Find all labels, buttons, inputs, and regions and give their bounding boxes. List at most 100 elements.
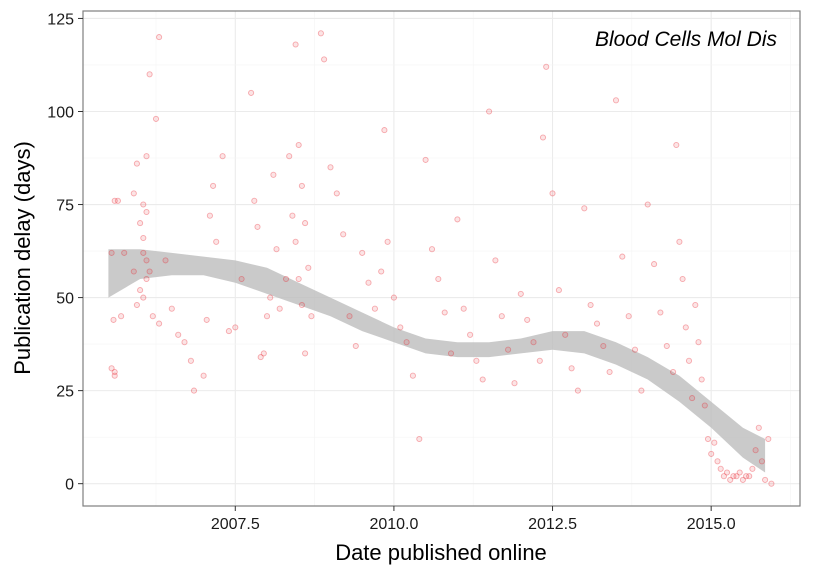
- data-point: [292, 238, 299, 245]
- panel-border: [82, 10, 801, 507]
- data-point: [768, 480, 775, 487]
- data-point: [140, 294, 147, 301]
- data-point: [346, 313, 353, 320]
- data-point: [409, 372, 416, 379]
- data-point: [156, 34, 163, 41]
- data-point: [359, 249, 366, 256]
- y-axis-ticks: 0 25 50 75 100 125: [47, 11, 83, 494]
- data-point: [758, 458, 765, 465]
- data-point: [143, 153, 150, 160]
- data-point: [679, 275, 686, 283]
- data-point: [397, 324, 404, 331]
- data-point: [711, 439, 718, 446]
- data-point: [717, 465, 724, 472]
- data-point: [606, 368, 613, 376]
- grid-lines: [83, 11, 800, 506]
- data-point: [111, 372, 118, 379]
- x-axis-title: Date published online: [335, 540, 547, 565]
- data-point: [536, 357, 543, 364]
- data-point: [289, 212, 296, 219]
- data-point: [692, 301, 699, 309]
- data-point: [685, 357, 693, 364]
- data-point: [298, 301, 305, 309]
- y-tick-label: 0: [65, 477, 74, 494]
- data-point: [739, 476, 746, 483]
- data-point: [704, 435, 712, 443]
- data-point: [118, 313, 125, 320]
- y-tick-label: 100: [47, 104, 74, 121]
- data-point: [701, 402, 708, 409]
- data-point: [736, 469, 743, 476]
- data-points: [108, 30, 775, 487]
- data-point: [762, 476, 769, 483]
- data-point: [286, 153, 293, 160]
- data-point: [492, 257, 499, 264]
- journal-label: Blood Cells Mol Dis: [595, 28, 778, 51]
- data-point: [743, 473, 750, 480]
- smooth-confidence-band: [108, 249, 766, 473]
- data-point: [152, 115, 160, 122]
- data-point: [302, 350, 309, 357]
- data-point: [143, 208, 150, 216]
- data-point: [213, 238, 220, 245]
- data-point: [187, 357, 194, 364]
- data-point: [733, 473, 740, 480]
- data-point: [720, 473, 727, 480]
- data-point: [381, 127, 388, 134]
- data-point: [130, 268, 137, 275]
- data-point: [111, 368, 118, 376]
- data-point: [110, 316, 117, 323]
- data-point: [203, 316, 210, 323]
- data-point: [146, 71, 153, 78]
- data-point: [403, 339, 410, 346]
- data-point: [111, 197, 118, 204]
- data-point: [327, 164, 334, 171]
- data-point: [600, 342, 607, 350]
- data-point: [765, 435, 772, 443]
- data-point: [302, 220, 309, 227]
- data-point: [625, 313, 632, 320]
- data-point: [143, 275, 150, 283]
- data-point: [473, 357, 480, 364]
- data-point: [435, 275, 442, 283]
- data-point: [162, 257, 169, 264]
- x-tick-label: 2007.5: [211, 516, 260, 533]
- data-point: [200, 372, 207, 379]
- data-point: [219, 153, 226, 160]
- data-point: [695, 339, 702, 346]
- data-point: [587, 301, 594, 309]
- data-point: [143, 257, 150, 264]
- y-tick-label: 125: [47, 11, 74, 28]
- data-point: [149, 313, 156, 320]
- data-point: [749, 465, 756, 472]
- data-point: [263, 313, 271, 320]
- data-point: [727, 476, 734, 483]
- data-point: [755, 424, 762, 431]
- data-point: [146, 268, 153, 275]
- data-point: [723, 469, 731, 476]
- data-point: [612, 97, 620, 104]
- data-point: [644, 201, 651, 208]
- data-point: [308, 313, 315, 320]
- data-point: [273, 246, 280, 253]
- confidence-band: [108, 249, 766, 473]
- data-point: [549, 190, 556, 197]
- data-point: [384, 238, 391, 245]
- data-point: [593, 320, 601, 327]
- data-point: [321, 56, 328, 63]
- data-point: [292, 41, 299, 48]
- data-point: [555, 287, 562, 294]
- data-point: [539, 134, 547, 141]
- data-point: [511, 380, 518, 387]
- data-point: [137, 287, 144, 294]
- data-point: [340, 231, 347, 238]
- data-point: [670, 368, 677, 376]
- data-point: [140, 234, 147, 242]
- x-tick-label: 2012.5: [528, 516, 577, 533]
- data-point: [232, 324, 239, 331]
- x-axis-ticks: 2007.5 2010.0 2012.5 2015.0: [211, 506, 736, 533]
- data-point: [295, 275, 302, 283]
- data-point: [270, 171, 277, 178]
- data-point: [282, 275, 290, 283]
- data-point: [486, 108, 493, 115]
